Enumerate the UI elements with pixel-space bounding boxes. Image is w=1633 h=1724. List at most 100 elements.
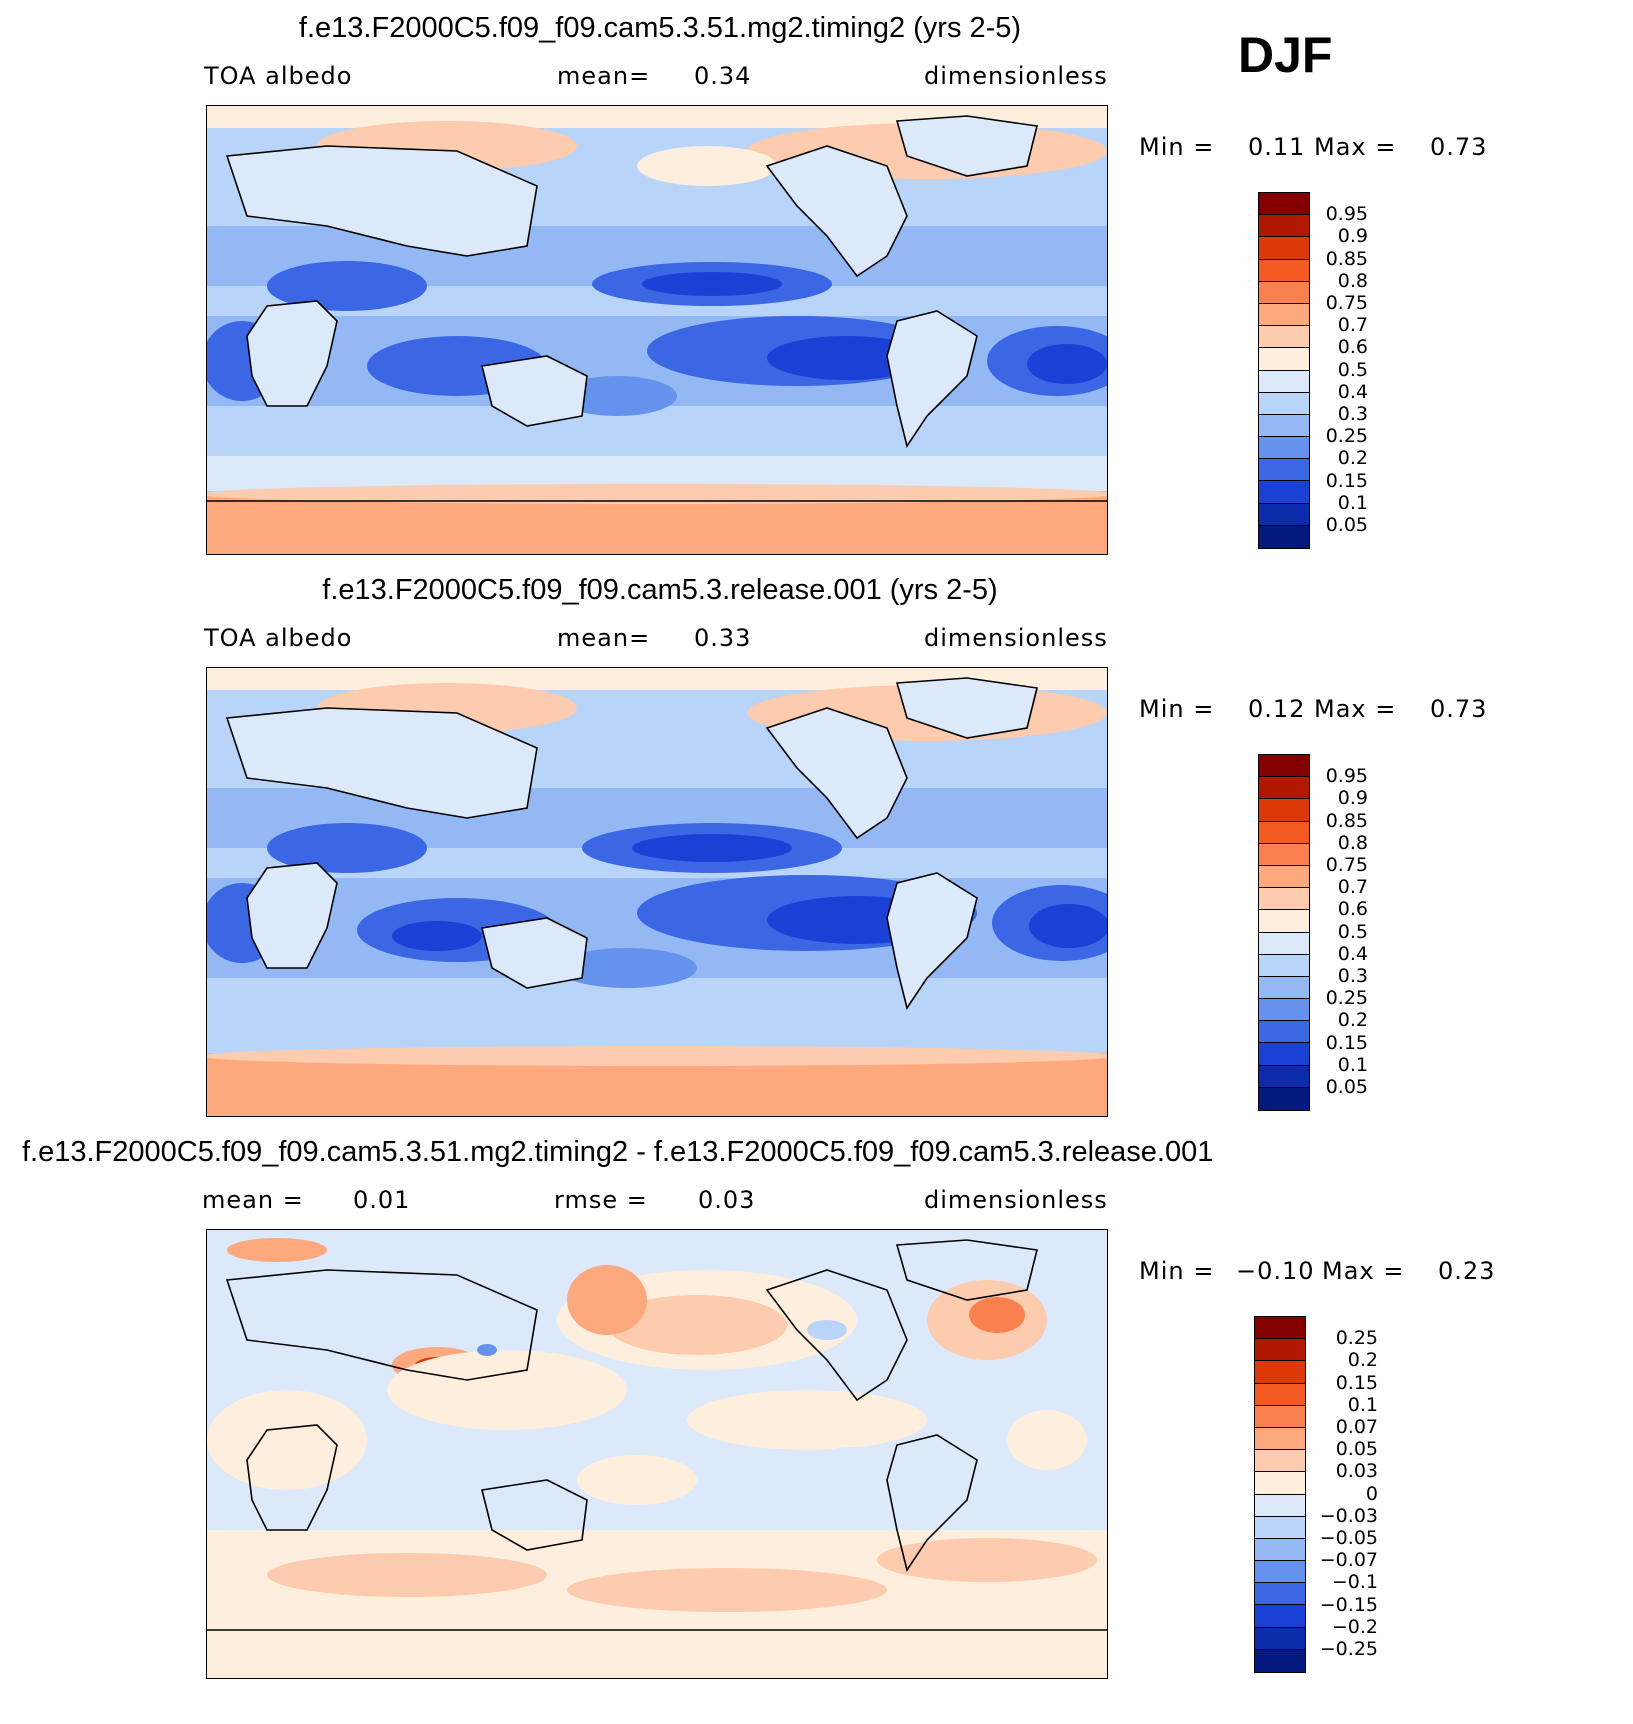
panel-3-colorbar-labels: 0.25 0.2 0.15 0.1 0.07 0.05 0.03 0 −0.03 −0.05 −0.…: [1316, 1316, 1378, 1672]
panel-3-units: dimensionless: [924, 1186, 1108, 1214]
colorbar-box: [1259, 193, 1309, 216]
colorbar-tick-label: 0.05: [1325, 514, 1368, 536]
colorbar-tick-label: −0.15: [1319, 1593, 1378, 1616]
panel-2-min-value: 0.12: [1248, 695, 1306, 723]
colorbar-box: [1259, 237, 1309, 260]
panel-1-map: [206, 105, 1108, 555]
colorbar-tick-label: 0.95: [1325, 203, 1368, 226]
colorbar-tick-label: 0.6: [1337, 898, 1368, 921]
panel-2-colorbar: [1258, 754, 1310, 1111]
colorbar-box: [1259, 888, 1309, 911]
panel-1-min-label: Min =: [1139, 133, 1215, 161]
colorbar-box: [1259, 503, 1309, 526]
colorbar-tick-label: 0.7: [1337, 314, 1368, 337]
colorbar-box: [1259, 215, 1309, 238]
colorbar-tick-label: 0.5: [1337, 358, 1368, 381]
colorbar-tick-label: 0.6: [1337, 336, 1368, 359]
colorbar-box: [1259, 303, 1309, 327]
colorbar-tick-label: 0.75: [1325, 854, 1368, 876]
colorbar-tick-label: −0.03: [1319, 1504, 1378, 1527]
colorbar-box: [1255, 1561, 1305, 1584]
colorbar-tick-label: 0.75: [1325, 292, 1368, 314]
panel-3-colorbar: [1254, 1316, 1306, 1673]
colorbar-box: [1255, 1405, 1305, 1428]
panel-1-colorbar: [1258, 192, 1310, 549]
colorbar-box: [1255, 1649, 1305, 1672]
colorbar-box: [1259, 437, 1309, 460]
colorbar-box: [1255, 1627, 1305, 1650]
colorbar-box: [1259, 525, 1309, 548]
panel-2-min-label: Min =: [1139, 695, 1215, 723]
colorbar-box: [1259, 259, 1309, 282]
colorbar-box: [1259, 821, 1309, 844]
colorbar-tick-label: 0.25: [1335, 1327, 1378, 1350]
colorbar-tick-label: 0.15: [1335, 1371, 1378, 1394]
colorbar-tick-label: 0.85: [1325, 809, 1368, 832]
colorbar-tick-label: 0.3: [1337, 403, 1368, 425]
panel-1-min-value: 0.11: [1248, 133, 1306, 161]
panel-3-rmse-label: rmse =: [554, 1186, 648, 1214]
colorbar-tick-label: 0.9: [1337, 787, 1368, 810]
panel-3-min-label: Min =: [1139, 1257, 1215, 1285]
colorbar-tick-label: 0.2: [1347, 1349, 1378, 1372]
colorbar-box: [1259, 1021, 1309, 1044]
colorbar-box: [1259, 392, 1309, 415]
panel-3-mean-value: 0.01: [353, 1186, 411, 1214]
colorbar-tick-label: −0.1: [1331, 1571, 1378, 1594]
colorbar-box: [1259, 414, 1309, 438]
colorbar-tick-label: 0.9: [1337, 225, 1368, 248]
colorbar-box: [1259, 1043, 1309, 1066]
colorbar-box: [1255, 1516, 1305, 1539]
colorbar-box: [1259, 999, 1309, 1022]
colorbar-tick-label: −0.25: [1319, 1638, 1378, 1660]
panel-3-max-value: 0.23: [1438, 1257, 1496, 1285]
colorbar-tick-label: 0.8: [1337, 269, 1368, 292]
panel-1-max-label: Max =: [1314, 133, 1397, 161]
colorbar-box: [1259, 976, 1309, 1000]
colorbar-box: [1259, 932, 1309, 955]
colorbar-tick-label: −0.2: [1331, 1615, 1378, 1638]
colorbar-box: [1255, 1472, 1305, 1495]
colorbar-tick-label: 0.2: [1337, 447, 1368, 470]
panel-2-max-value: 0.73: [1430, 695, 1488, 723]
colorbar-tick-label: −0.05: [1319, 1527, 1378, 1549]
colorbar-box: [1259, 459, 1309, 482]
colorbar-tick-label: 0.05: [1335, 1438, 1378, 1461]
colorbar-box: [1259, 799, 1309, 822]
panel-1-colorbar-labels: 0.95 0.9 0.85 0.8 0.75 0.7 0.6 0.5 0.4 0.3 0.25 0.2…: [1318, 192, 1368, 548]
colorbar-box: [1259, 1087, 1309, 1110]
panel-2-mean-value: 0.33: [694, 624, 752, 652]
colorbar-tick-label: 0.4: [1337, 942, 1368, 965]
colorbar-box: [1259, 370, 1309, 393]
colorbar-tick-label: 0.2: [1337, 1009, 1368, 1032]
panel-2-map-field: [207, 668, 1107, 1116]
colorbar-tick-label: 0.1: [1337, 1053, 1368, 1076]
colorbar-tick-label: 0.15: [1325, 469, 1368, 492]
panel-1-title: f.e13.F2000C5.f09_f09.cam5.3.51.mg2.timi…: [298, 12, 1022, 44]
colorbar-box: [1259, 348, 1309, 371]
panel-1-units: dimensionless: [924, 62, 1108, 90]
colorbar-box: [1255, 1317, 1305, 1340]
colorbar-tick-label: 0.85: [1325, 247, 1368, 270]
colorbar-tick-label: 0.8: [1337, 831, 1368, 854]
panel-3-mean-label: mean =: [202, 1186, 304, 1214]
panel-1-variable-label: TOA albedo: [204, 62, 353, 90]
colorbar-tick-label: 0.5: [1337, 920, 1368, 943]
colorbar-box: [1255, 1361, 1305, 1384]
colorbar-box: [1259, 954, 1309, 977]
colorbar-tick-label: 0.1: [1337, 491, 1368, 514]
colorbar-tick-label: 0.03: [1335, 1460, 1378, 1483]
colorbar-tick-label: 0.95: [1325, 765, 1368, 788]
colorbar-tick-label: 0: [1365, 1482, 1378, 1505]
colorbar-tick-label: 0.4: [1337, 380, 1368, 403]
colorbar-tick-label: 0.3: [1337, 965, 1368, 987]
colorbar-box: [1259, 910, 1309, 933]
panel-1-mean-label: mean=: [557, 62, 651, 90]
colorbar-tick-label: 0.7: [1337, 876, 1368, 899]
panel-1-max-value: 0.73: [1430, 133, 1488, 161]
colorbar-box: [1259, 865, 1309, 889]
panel-3-rmse-value: 0.03: [698, 1186, 756, 1214]
colorbar-box: [1255, 1583, 1305, 1606]
colorbar-tick-label: 0.25: [1325, 425, 1368, 448]
colorbar-box: [1259, 843, 1309, 866]
